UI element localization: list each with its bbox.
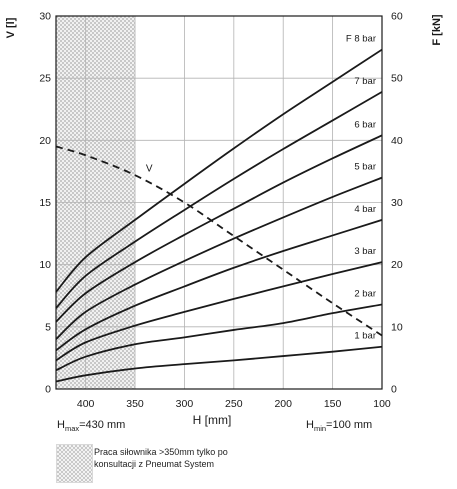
series-line — [55, 303, 383, 372]
series-line — [55, 134, 383, 323]
series-line — [55, 176, 383, 340]
series-label: 1 bar — [354, 331, 376, 342]
series-line — [55, 91, 383, 309]
tick-label-y-left: 0 — [45, 384, 51, 396]
tick-label-y-left: 15 — [39, 197, 51, 209]
tick-label-y-left: 5 — [45, 321, 51, 333]
tick-label-y-right: 40 — [391, 135, 403, 147]
tick-label-x: 150 — [324, 398, 342, 410]
series-label: F 8 bar — [346, 34, 376, 45]
series-label: 2 bar — [354, 288, 376, 299]
y-axis-title-left: V [l] — [5, 17, 17, 38]
series-label: 4 bar — [354, 204, 376, 215]
hmax-label: Hmax=430 mm — [57, 419, 125, 433]
tick-label-x: 300 — [176, 398, 194, 410]
series-label: 3 bar — [354, 246, 376, 257]
series-label: 6 bar — [354, 119, 376, 130]
tick-label-x: 350 — [126, 398, 144, 410]
tick-label-x: 200 — [274, 398, 292, 410]
tick-label-y-right: 50 — [391, 73, 403, 85]
plot-frame — [55, 15, 383, 390]
legend-swatch — [56, 444, 93, 483]
tick-label-y-right: 60 — [391, 11, 403, 23]
series-line — [55, 48, 383, 293]
x-axis-title: H [mm] — [193, 413, 232, 427]
tick-label-x: 100 — [373, 398, 391, 410]
tick-label-x: 400 — [77, 398, 95, 410]
tick-label-y-left: 10 — [39, 259, 51, 271]
hmin-label: Hmin=100 mm — [306, 419, 372, 433]
tick-label-y-left: 20 — [39, 135, 51, 147]
tick-label-y-right: 30 — [391, 197, 403, 209]
tick-label-x: 250 — [225, 398, 243, 410]
series-line — [55, 345, 383, 383]
series-label: 7 bar — [354, 76, 376, 87]
tick-label-y-right: 10 — [391, 321, 403, 333]
tick-label-y-right: 0 — [391, 384, 397, 396]
series-label: 5 bar — [354, 162, 376, 173]
tick-label-y-left: 25 — [39, 73, 51, 85]
series-label: V — [146, 163, 153, 174]
series-line — [55, 261, 383, 362]
legend-text: Praca siłownika >350mm tylko po konsulta… — [94, 447, 228, 469]
series-line — [55, 219, 383, 352]
tick-label-y-left: 30 — [39, 11, 51, 23]
y-axis-title-right: F [kN] — [431, 14, 443, 46]
tick-label-y-right: 20 — [391, 259, 403, 271]
series-line-dashed — [55, 145, 383, 337]
